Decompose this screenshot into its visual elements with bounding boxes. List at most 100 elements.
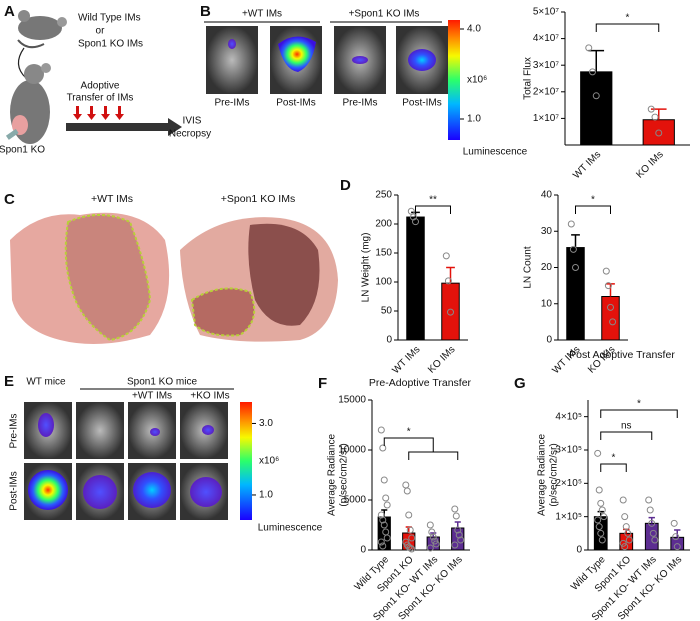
- image-label: Post-IMs: [276, 98, 315, 109]
- y-tick-label: 20: [541, 262, 553, 273]
- data-point: [619, 496, 627, 504]
- significance-label: ns: [621, 421, 632, 432]
- image-label: Post-IMs: [402, 98, 441, 109]
- injection-arrows: [73, 106, 124, 120]
- data-point: [592, 92, 600, 100]
- data-point: [597, 529, 605, 537]
- label: IVIS: [183, 116, 202, 127]
- column-label: +KO IMs: [190, 391, 229, 402]
- significance-label: **: [429, 195, 437, 206]
- y-axis-label: LN Weight (mg): [361, 233, 372, 303]
- row-label: Post-IMs: [9, 471, 20, 510]
- colorbar-tick-label: 1.0: [259, 490, 273, 501]
- data-point: [569, 245, 577, 253]
- image-label: Pre-IMs: [343, 98, 378, 109]
- label: Spon1 KO: [0, 145, 45, 156]
- data-point: [647, 105, 655, 113]
- mouse-icon: [17, 10, 67, 49]
- data-point: [624, 529, 632, 537]
- image-label: +WT IMs: [91, 193, 133, 205]
- data-point: [649, 529, 657, 537]
- data-point: [600, 513, 608, 521]
- data-point: [407, 207, 415, 215]
- error-bar: [606, 283, 615, 297]
- colorbar-label: Luminescence: [258, 523, 323, 534]
- significance-bracket: [575, 205, 611, 214]
- data-point: [646, 506, 654, 514]
- data-point: [403, 487, 411, 495]
- column-label: Spon1 KO mice: [127, 377, 197, 388]
- data-point: [406, 544, 414, 552]
- data-point: [432, 540, 440, 548]
- y-tick-label: 40: [541, 190, 553, 201]
- mouse-icon: [5, 63, 51, 144]
- panel-letter: D: [340, 177, 351, 194]
- image-label: Pre-IMs: [215, 98, 250, 109]
- y-axis-label: Average Radiance: [327, 434, 338, 517]
- group-label: +WT IMs: [242, 9, 282, 20]
- data-point: [380, 521, 388, 529]
- data-point: [597, 499, 605, 507]
- data-point: [405, 511, 413, 519]
- bar: [406, 216, 425, 341]
- y-axis-label: Average Radiance: [537, 434, 548, 517]
- panel-letter: A: [4, 3, 15, 20]
- y-tick-label: 1×10⁵: [555, 511, 582, 522]
- group-label: +Spon1 KO IMs: [349, 9, 420, 20]
- y-tick-label: 2×10⁷: [533, 86, 560, 97]
- data-point: [426, 544, 434, 552]
- data-point: [429, 533, 437, 541]
- error-bar: [446, 266, 455, 284]
- bar: [441, 282, 460, 341]
- ivis-image: [206, 26, 448, 94]
- data-point: [377, 538, 385, 546]
- data-point: [380, 476, 388, 484]
- ivis-image: [24, 402, 228, 520]
- data-point: [595, 486, 603, 494]
- chart-title: Pre-Adoptive Transfer: [369, 377, 472, 389]
- significance-label: *: [591, 195, 595, 206]
- data-point: [619, 539, 627, 547]
- data-point: [377, 426, 385, 434]
- data-point: [452, 512, 460, 520]
- y-tick-label: 0: [386, 335, 392, 346]
- y-axis-label: Total Flux: [523, 57, 534, 100]
- data-point: [408, 534, 416, 542]
- y-tick-label: 250: [375, 190, 392, 201]
- panel-letter: F: [318, 375, 327, 392]
- colorbar-exponent: x10⁶: [467, 75, 487, 86]
- colorbar-exponent: x10⁶: [259, 456, 279, 467]
- colorbar-label: Luminescence: [463, 147, 528, 158]
- data-point: [382, 494, 390, 502]
- data-point: [383, 501, 391, 509]
- row-label: Pre-IMs: [9, 414, 20, 449]
- significance-bracket: [415, 205, 451, 214]
- y-tick-label: 150: [375, 248, 392, 259]
- column-label: +WT IMs: [132, 391, 172, 402]
- label: or: [96, 26, 106, 37]
- data-point: [455, 531, 463, 539]
- y-tick-label: 30: [541, 226, 553, 237]
- significance-label: *: [612, 453, 616, 464]
- data-point: [673, 543, 681, 551]
- error-bar: [588, 49, 605, 72]
- chart-title: Post Adoptive Transfer: [569, 349, 675, 361]
- y-tick-label: 15000: [338, 395, 366, 406]
- data-point: [444, 277, 452, 285]
- colorbar-tick-label: 3.0: [259, 418, 273, 429]
- data-point: [621, 543, 629, 551]
- data-point: [402, 481, 410, 489]
- y-tick-label: 1×10⁷: [533, 113, 560, 124]
- y-tick-label: 200: [375, 219, 392, 230]
- data-point: [595, 523, 603, 531]
- x-tick-label: KO IMs: [634, 149, 665, 180]
- label: Wild Type IMs: [78, 13, 141, 24]
- y-tick-label: 5000: [344, 495, 367, 506]
- data-point: [379, 542, 387, 550]
- data-point: [442, 252, 450, 260]
- x-tick-label: WT IMs: [571, 149, 603, 181]
- y-tick-label: 5×10⁷: [533, 7, 560, 18]
- panel-letter: E: [4, 373, 14, 390]
- significance-label: *: [407, 427, 411, 438]
